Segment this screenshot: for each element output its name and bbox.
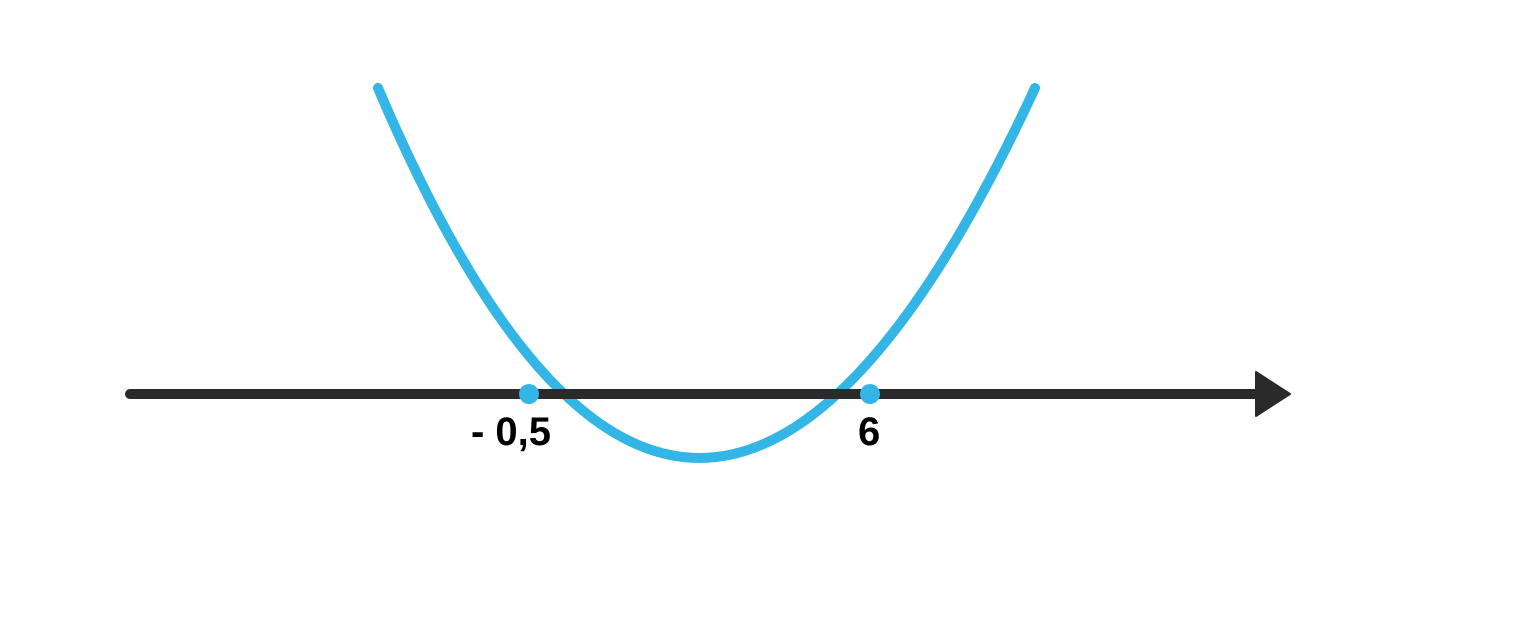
axis-arrowhead-icon	[1256, 372, 1290, 416]
parabola-curve	[378, 88, 1035, 458]
root-marker-left	[519, 384, 539, 404]
root-label-right: 6	[858, 412, 880, 452]
chart-svg	[0, 0, 1533, 639]
root-marker-right	[860, 384, 880, 404]
parabola-chart: - 0,5 6	[0, 0, 1533, 639]
root-label-left: - 0,5	[471, 412, 551, 452]
